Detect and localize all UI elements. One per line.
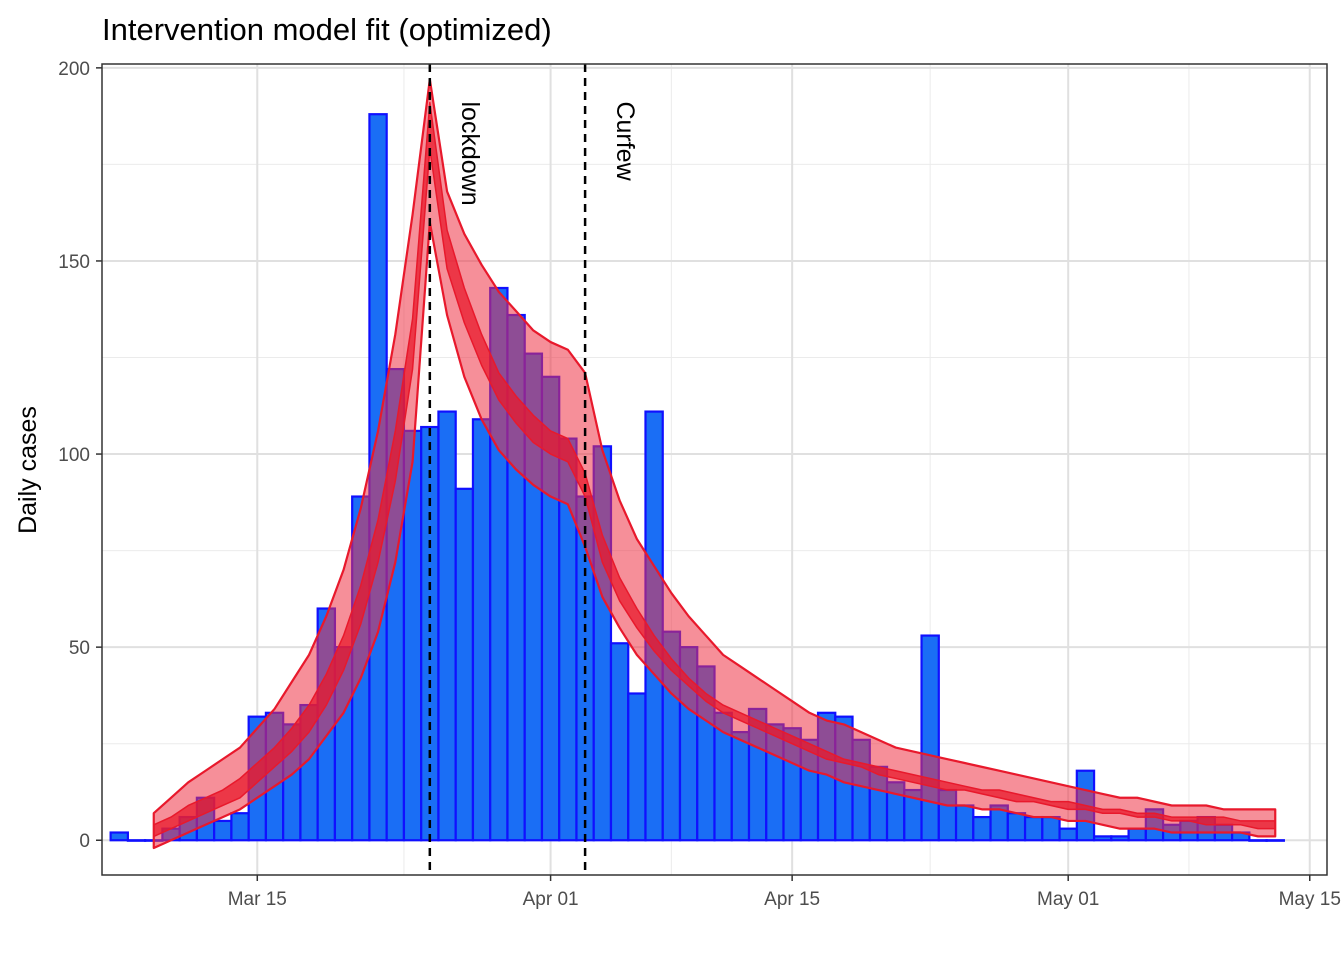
plot-border [101,63,1328,876]
bar [730,731,751,842]
bar [471,418,492,842]
bar [1110,835,1130,842]
bar [1127,827,1147,842]
y-tick-label: 0 [79,831,90,852]
annotation-label: Curfew [611,101,639,181]
bar [954,804,975,842]
bar [1265,839,1285,842]
bar [437,410,457,842]
x-tick-label: May 15 [1279,889,1341,910]
y-tick-label: 150 [58,252,90,273]
y-tick-label: 100 [58,445,90,466]
bar [1006,812,1027,842]
y-tick-label: 200 [58,59,90,80]
y-axis-title: Daily cases [14,406,42,534]
x-tick-label: Apr 15 [764,889,820,910]
bar [230,812,250,842]
bar [920,634,940,842]
annotation-label: lockdown [456,101,484,205]
plot-area: lockdown Curfew 0 50 100 150 200 Mar 15 Apr 01 Ap… [58,59,1341,910]
bar [213,819,233,842]
x-tick-label: May 01 [1037,889,1099,910]
y-tick-label: 50 [69,638,90,659]
bar [627,692,647,842]
bar [1041,815,1061,842]
x-tick-label: Mar 15 [228,889,287,910]
bar [454,487,475,842]
bar [1248,839,1268,842]
bar [1023,815,1044,842]
bar [126,839,147,842]
x-tick-label: Apr 01 [523,889,579,910]
chart-title: Intervention model fit (optimized) [102,12,552,47]
bar [1092,835,1113,842]
bar [609,642,630,842]
bar [1058,827,1078,842]
bar [109,831,129,842]
model-band-inner [153,101,1276,838]
bar [972,815,992,842]
